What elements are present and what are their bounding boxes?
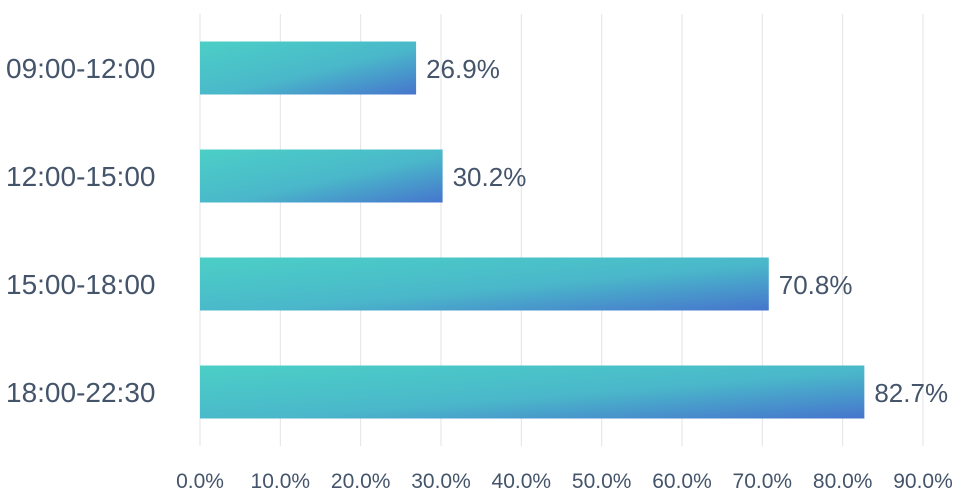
bar — [200, 149, 443, 203]
x-tick-label: 20.0% — [331, 470, 391, 493]
x-tick-label: 80.0% — [813, 470, 873, 493]
x-tick-label: 10.0% — [251, 470, 311, 493]
value-label: 70.8% — [779, 270, 853, 300]
x-tick-label: 70.0% — [733, 470, 793, 493]
bar — [200, 365, 865, 419]
category-label: 09:00-12:00 — [6, 53, 155, 84]
bar — [200, 41, 417, 95]
value-label: 30.2% — [453, 162, 527, 192]
category-label: 18:00-22:30 — [6, 377, 155, 408]
bars — [200, 41, 865, 419]
value-label: 26.9% — [426, 54, 500, 84]
labels: 0.0% 10.0% 20.0% 30.0% 40.0% 50.0% 60.0% 70.0% 8… — [6, 53, 953, 493]
category-label: 15:00-18:00 — [6, 269, 155, 300]
x-tick-label: 40.0% — [492, 470, 552, 493]
x-tick-label: 30.0% — [411, 470, 471, 493]
x-tick-label: 0.0% — [176, 470, 224, 493]
x-tick-label: 90.0% — [893, 470, 953, 493]
category-label: 12:00-15:00 — [6, 161, 155, 192]
x-tick-label: 60.0% — [652, 470, 712, 493]
bar — [200, 257, 769, 311]
x-tick-label: 50.0% — [572, 470, 632, 493]
value-label: 82.7% — [874, 378, 948, 408]
